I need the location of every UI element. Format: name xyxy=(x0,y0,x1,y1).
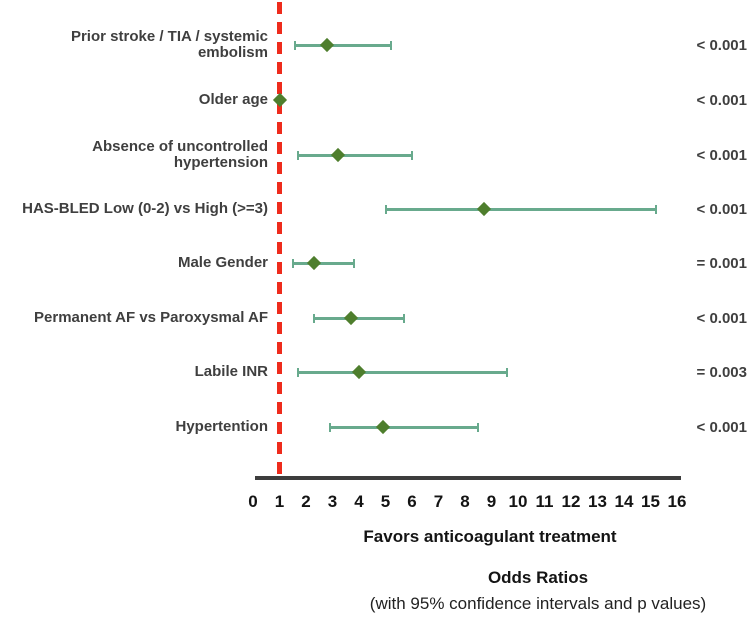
ci-lower-cap xyxy=(297,150,300,160)
odds-ratio-marker xyxy=(306,255,322,271)
confidence-interval-line xyxy=(292,261,354,265)
odds-ratio-marker xyxy=(272,92,287,108)
x-tick-15: 15 xyxy=(641,492,660,511)
row-label: HAS-BLED Low (0-2) vs High (>=3) xyxy=(22,199,268,217)
row-label: Male Gender xyxy=(177,253,268,271)
ci-upper-cap xyxy=(352,258,355,268)
x-tick-16: 16 xyxy=(667,492,687,511)
ci-upper-cap xyxy=(506,367,509,377)
odds-ratio-marker xyxy=(330,147,345,163)
x-tick-6: 6 xyxy=(407,492,417,511)
row-label: Labile INR xyxy=(194,362,268,380)
p-value: = 0.003 xyxy=(696,363,747,381)
ci-upper-cap xyxy=(389,40,392,50)
x-tick-8: 8 xyxy=(460,492,470,511)
x-tick-2: 2 xyxy=(301,492,311,511)
x-tick-10: 10 xyxy=(508,492,528,511)
reference-line-or-1 xyxy=(277,2,282,476)
odds-ratio-marker xyxy=(343,310,359,326)
x-tick-3: 3 xyxy=(327,492,338,511)
x-axis-line xyxy=(255,476,681,480)
odds-ratio-marker xyxy=(375,419,390,435)
x-tick-4: 4 xyxy=(354,492,364,511)
ci-upper-cap xyxy=(411,150,413,160)
confidence-interval-line xyxy=(295,43,391,47)
x-axis-title: Favors anticoagulant treatment xyxy=(363,527,617,546)
x-tick-5: 5 xyxy=(380,492,391,511)
ci-lower-cap xyxy=(384,204,387,214)
odds-ratio-marker xyxy=(351,364,367,380)
confidence-interval-line xyxy=(385,207,656,211)
row-label: Prior stroke / TIA / systemic embolism xyxy=(70,27,268,61)
ci-lower-cap xyxy=(328,422,331,432)
confidence-interval-line xyxy=(329,425,479,429)
odds-ratio-marker xyxy=(476,201,491,217)
x-tick-12: 12 xyxy=(561,492,581,511)
p-value: < 0.001 xyxy=(696,418,747,436)
p-value: < 0.001 xyxy=(696,36,747,54)
row-label: Older age xyxy=(198,90,268,108)
x-tick-13: 13 xyxy=(588,492,607,511)
p-value: < 0.001 xyxy=(696,146,747,164)
chart-title: Odds Ratios xyxy=(487,568,589,587)
p-value: < 0.001 xyxy=(696,309,747,327)
ci-lower-cap xyxy=(297,367,300,377)
odds-ratio-marker xyxy=(320,37,335,53)
ci-lower-cap xyxy=(312,313,315,323)
x-tick-1: 1 xyxy=(274,492,285,511)
x-tick-11: 11 xyxy=(535,492,554,511)
p-value: < 0.001 xyxy=(696,200,747,218)
confidence-interval-line xyxy=(313,316,405,320)
ci-upper-cap xyxy=(477,422,480,432)
p-value: = 0.001 xyxy=(696,254,747,272)
x-tick-0: 0 xyxy=(248,492,258,511)
x-tick-14: 14 xyxy=(614,492,634,511)
p-value: < 0.001 xyxy=(696,91,747,109)
ci-upper-cap xyxy=(403,313,406,323)
x-tick-9: 9 xyxy=(486,492,497,511)
chart-subtitle: (with 95% confidence intervals and p val… xyxy=(369,594,707,613)
row-label: Permanent AF vs Paroxysmal AF xyxy=(34,308,268,326)
ci-lower-cap xyxy=(291,258,294,268)
x-tick-7: 7 xyxy=(433,492,444,511)
ci-lower-cap xyxy=(294,40,297,50)
confidence-interval-line xyxy=(298,370,508,374)
row-label: Absence of uncontrolled hypertension xyxy=(92,137,268,171)
ci-upper-cap xyxy=(654,204,657,214)
confidence-interval-line xyxy=(298,153,412,157)
row-label: Hypertention xyxy=(175,417,268,435)
